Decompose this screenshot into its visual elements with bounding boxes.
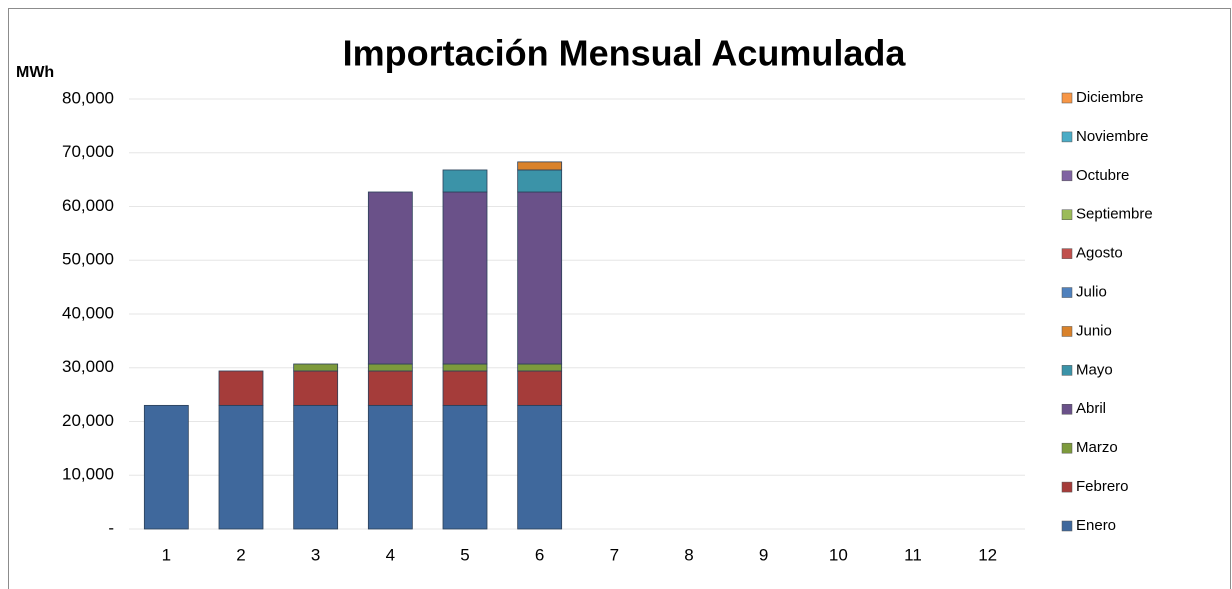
x-tick-label: 9	[759, 545, 768, 564]
bar-segment	[442, 191, 488, 365]
y-axis-label: MWh	[16, 64, 54, 81]
legend-swatch	[1061, 248, 1073, 259]
legend-swatch	[1061, 170, 1073, 182]
legend-label: Febrero	[1076, 478, 1129, 495]
bar-segment	[367, 363, 413, 372]
x-tick-label: 3	[311, 545, 320, 564]
legend-label: Mayo	[1076, 361, 1113, 378]
y-tick-label: 70,000	[62, 142, 114, 161]
bar-segment	[517, 191, 563, 365]
y-tick-label: 10,000	[62, 465, 114, 484]
legend-swatch	[1061, 520, 1073, 532]
bar-segment	[143, 404, 189, 530]
bar-segment	[517, 169, 563, 193]
y-tick-label: 20,000	[62, 411, 114, 430]
bar-segment	[293, 370, 339, 406]
bar-segment	[517, 363, 563, 372]
legend-swatch	[1061, 481, 1073, 493]
legend-label: Junio	[1076, 322, 1112, 339]
bar-segment	[442, 370, 488, 406]
bar-segment	[218, 404, 264, 530]
y-tick-label: 40,000	[62, 303, 114, 322]
legend-label: Julio	[1076, 284, 1107, 301]
x-tick-label: 1	[162, 545, 171, 564]
legend-swatch	[1061, 287, 1073, 298]
legend-swatch	[1061, 131, 1073, 143]
bar-segment	[442, 404, 488, 530]
legend-swatch	[1061, 442, 1073, 454]
x-tick-label: 10	[829, 545, 848, 564]
y-tick-label: 80,000	[62, 88, 114, 107]
x-tick-label: 11	[904, 545, 922, 564]
x-tick-label: 7	[610, 545, 619, 564]
legend-label: Septiembre	[1076, 206, 1153, 223]
x-tick-label: 8	[684, 545, 693, 564]
legend-swatch	[1061, 326, 1073, 337]
legend-swatch	[1061, 404, 1073, 415]
legend-label: Agosto	[1076, 245, 1123, 262]
bar-segment	[218, 370, 264, 406]
y-tick-label: 60,000	[62, 196, 114, 215]
y-tick-label: 30,000	[62, 357, 114, 376]
legend-label: Enero	[1076, 517, 1116, 534]
bar-segment	[293, 404, 339, 530]
bar-segment	[442, 169, 488, 193]
legend-label: Octubre	[1076, 167, 1129, 184]
x-tick-label: 6	[535, 545, 544, 564]
x-tick-label: 12	[978, 545, 997, 564]
bar-segment	[367, 370, 413, 406]
bar-segment	[293, 363, 339, 372]
legend-swatch	[1061, 92, 1073, 104]
legend-label: Abril	[1076, 400, 1106, 417]
y-tick-label: 50,000	[62, 250, 114, 269]
legend-label: Diciembre	[1076, 89, 1144, 106]
legend-label: Noviembre	[1076, 128, 1149, 145]
bar-segment	[367, 191, 413, 365]
chart-title: Importación Mensual Acumulada	[343, 33, 907, 74]
x-tick-label: 4	[386, 545, 395, 564]
y-tick-label: -	[108, 518, 114, 537]
chart-frame	[8, 8, 1231, 589]
legend-label: Marzo	[1076, 439, 1118, 456]
x-tick-label: 5	[460, 545, 469, 564]
bar-segment	[442, 363, 488, 372]
legend-swatch	[1061, 209, 1073, 220]
legend-swatch	[1061, 365, 1073, 376]
bar-segment	[517, 370, 563, 406]
bar-segment	[517, 404, 563, 530]
bar-segment	[367, 404, 413, 530]
x-tick-label: 2	[236, 545, 245, 564]
bar-segment	[517, 161, 563, 171]
